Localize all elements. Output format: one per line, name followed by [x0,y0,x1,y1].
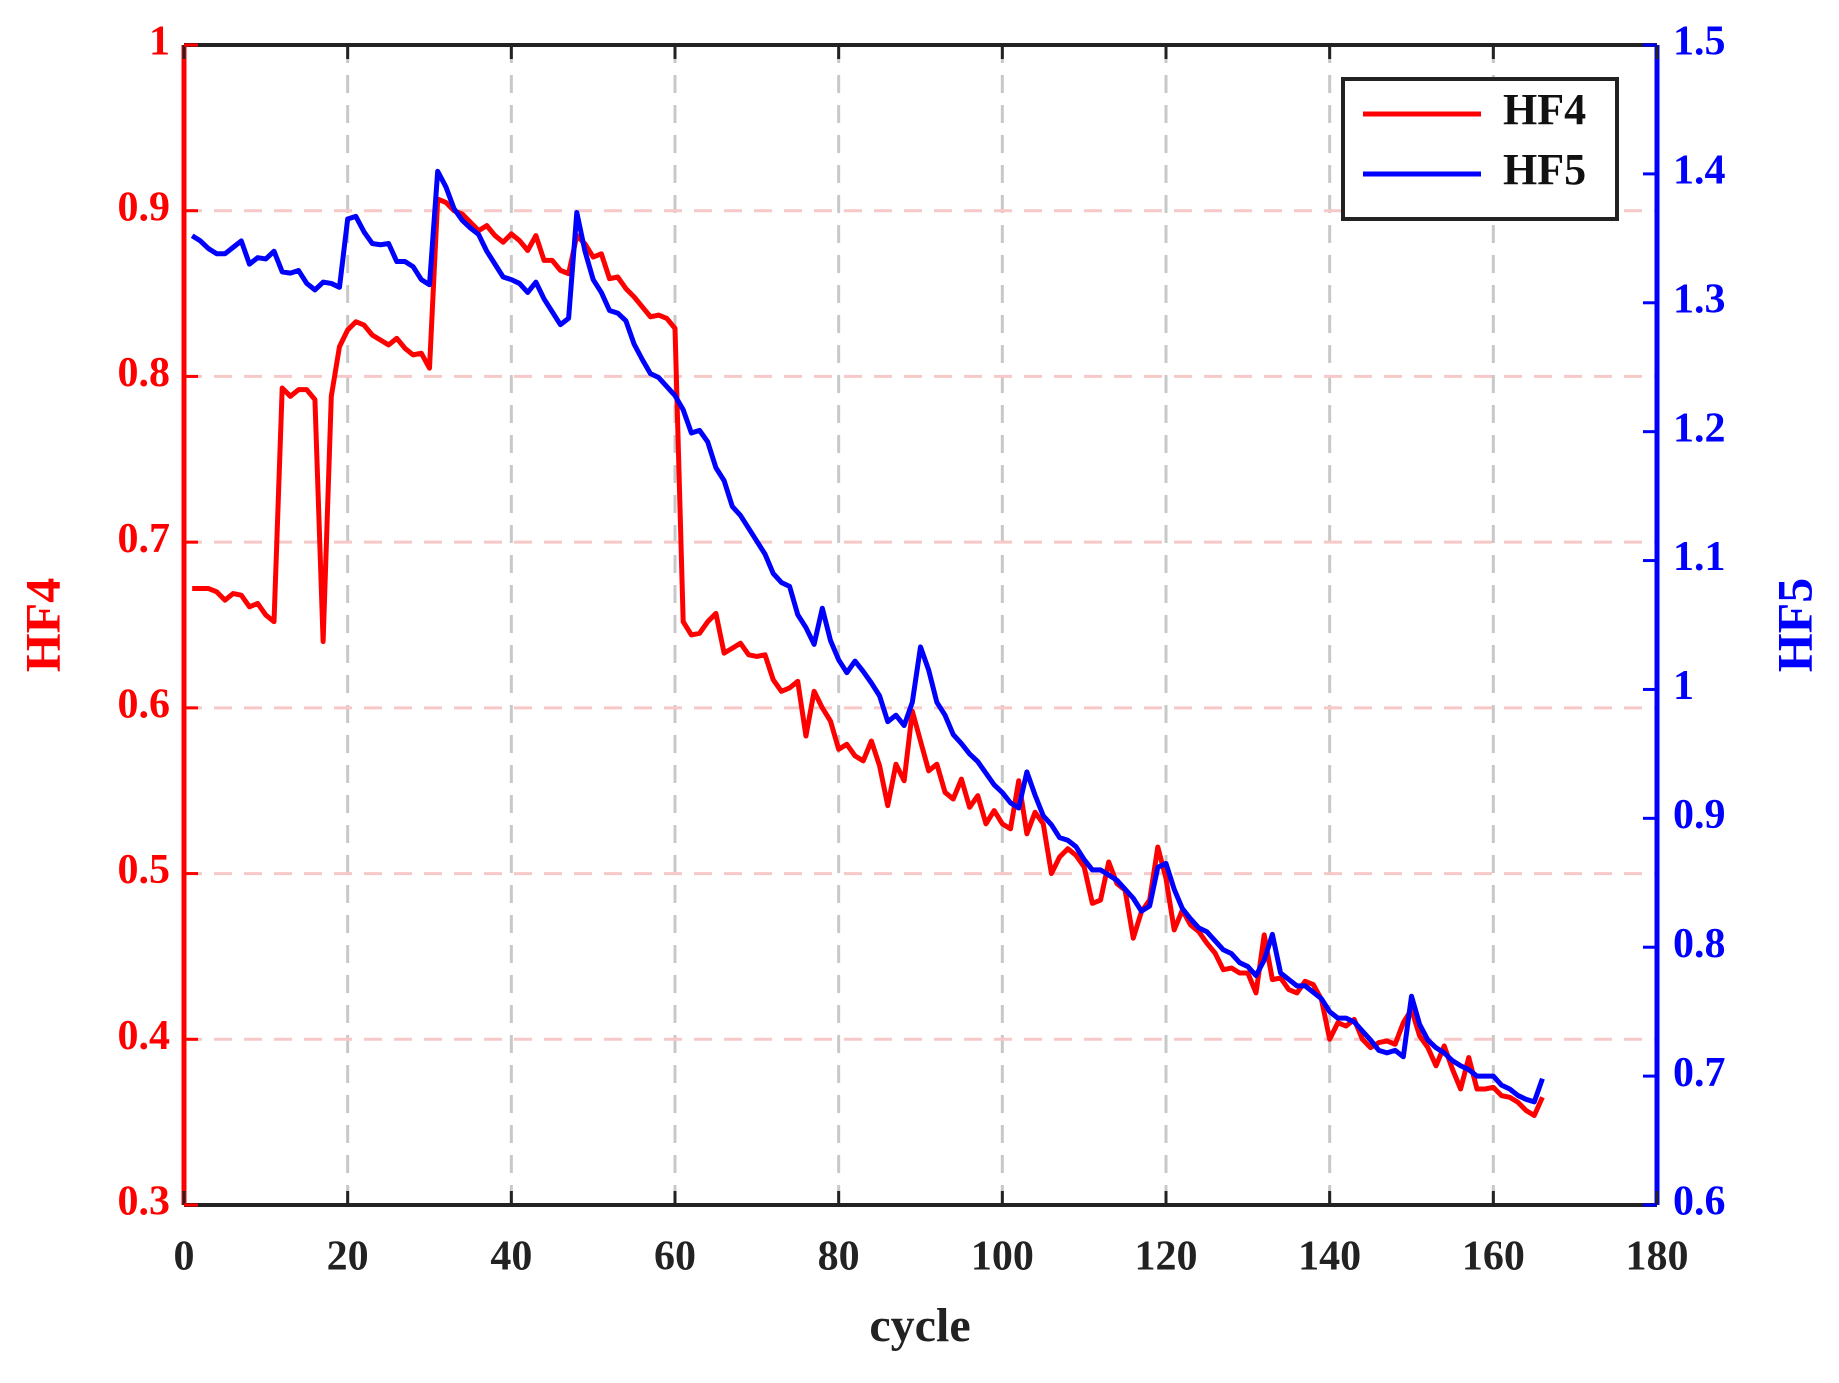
y2-tick-label: 0.6 [1673,1179,1726,1225]
y-tick-label: 0.9 [118,184,171,230]
y-tick-label: 0.8 [118,350,171,396]
y2-tick-label: 1.1 [1673,534,1726,580]
x-tick-label: 40 [490,1234,532,1280]
y2-tick-label: 1.2 [1673,405,1726,451]
y-tick-label: 1 [149,19,170,65]
y2-axis-label: HF5 [1766,578,1822,672]
legend-label: HF4 [1503,85,1586,134]
x-tick-label: 60 [654,1234,696,1280]
y2-tick-label: 0.9 [1673,792,1726,838]
y2-tick-label: 1.4 [1673,148,1726,194]
data-line [192,196,1545,1119]
y-tick-label: 0.5 [118,847,171,893]
x-tick-label: 100 [971,1234,1034,1280]
y-tick-label: 0.7 [118,516,171,562]
y2-tick-label: 1.3 [1673,276,1726,322]
y2-tick-label: 0.7 [1673,1050,1726,1096]
x-tick-label: 20 [327,1234,369,1280]
x-tick-label: 180 [1626,1234,1689,1280]
legend-box [1341,77,1619,221]
x-tick-label: 80 [818,1234,860,1280]
x-tick-label: 140 [1298,1234,1361,1280]
y-tick-label: 0.4 [118,1013,171,1059]
x-axis-label: cycle [869,1299,970,1352]
y2-tick-label: 0.8 [1673,921,1726,967]
data-line [190,168,1545,1105]
y-tick-label: 0.3 [118,1179,171,1225]
y2-tick-label: 1 [1673,663,1694,709]
legend-label: HF5 [1503,145,1586,194]
y2-tick-label: 1.5 [1673,19,1726,65]
y-axis-label: HF4 [14,578,70,672]
x-tick-label: 0 [174,1234,195,1280]
x-tick-label: 120 [1135,1234,1198,1280]
y-tick-label: 0.6 [118,681,171,727]
x-tick-label: 160 [1462,1234,1525,1280]
